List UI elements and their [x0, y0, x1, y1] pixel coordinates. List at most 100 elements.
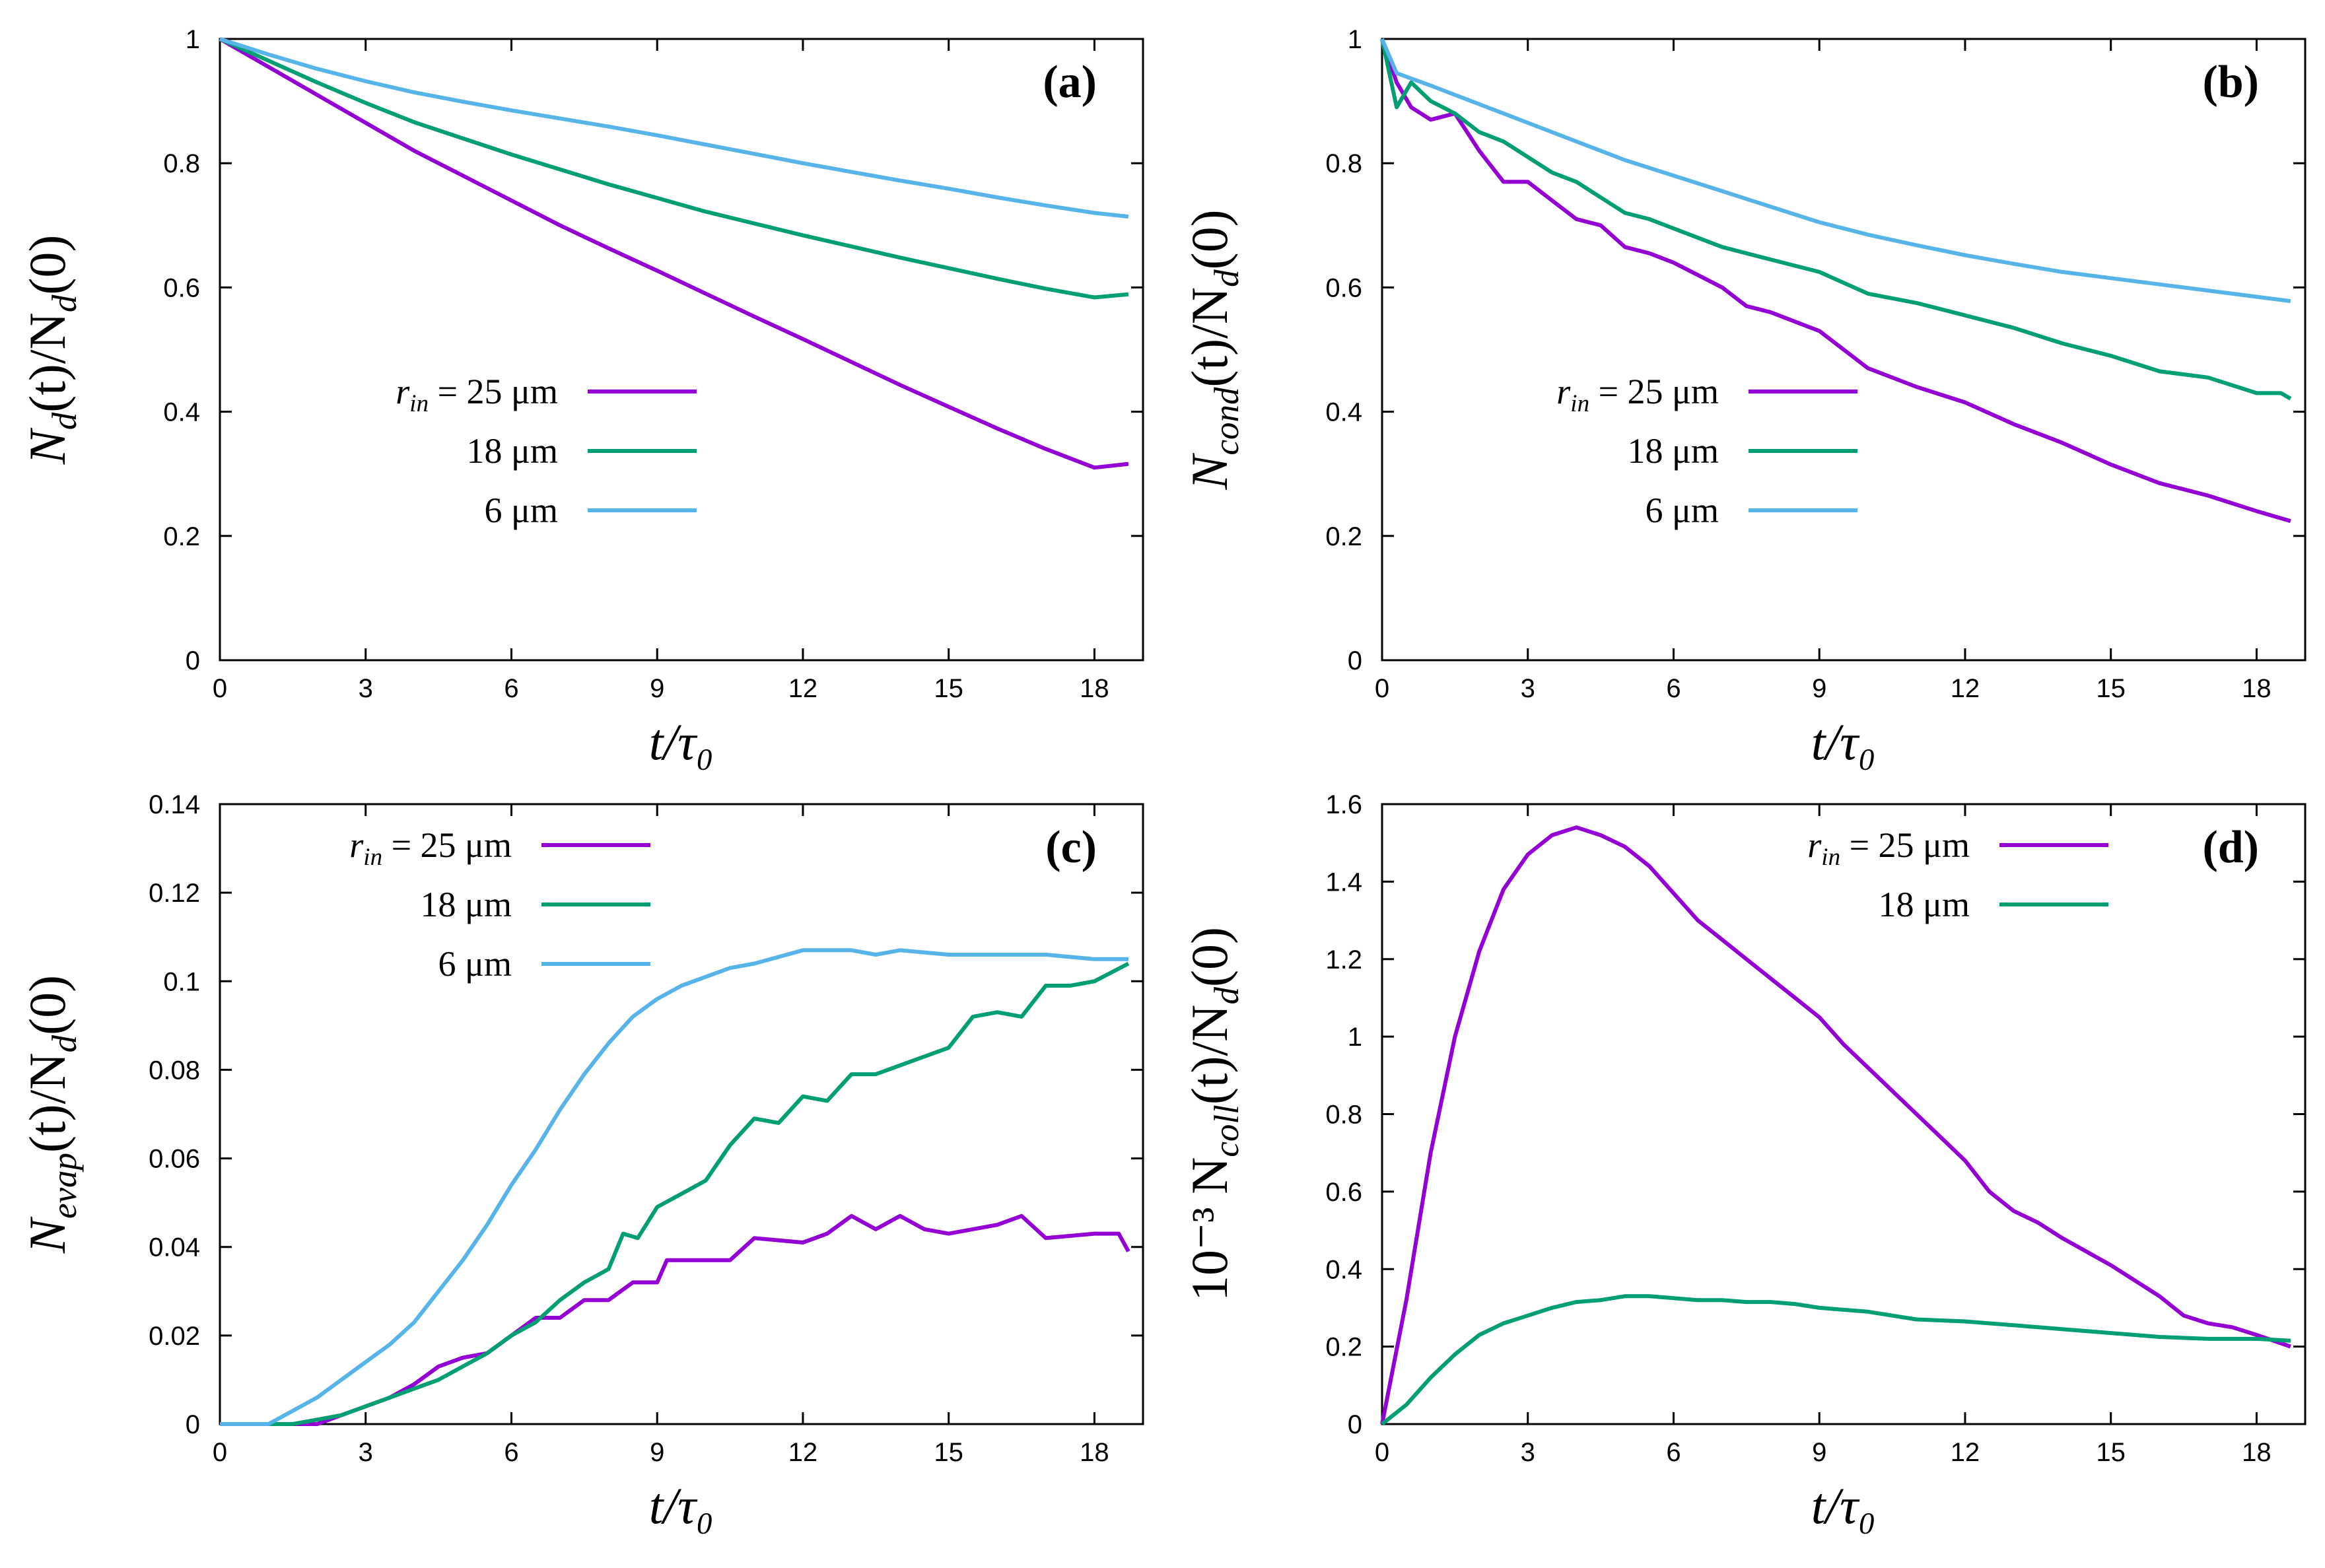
- x-tick-label: 9: [1812, 1438, 1826, 1467]
- text-run: 10⁻³ N: [1181, 1157, 1238, 1301]
- y-tick-label: 0.6: [1325, 1178, 1362, 1207]
- panel-label: (c): [1045, 822, 1097, 873]
- x-tick-label: 0: [1375, 1438, 1389, 1467]
- x-tick-label: 3: [359, 674, 373, 703]
- plot-frame: [1381, 38, 2307, 662]
- y-tick-label: 0.04: [149, 1233, 200, 1262]
- legend-label: rin = 25 μm: [396, 372, 558, 417]
- text-run: (t)/N: [18, 1052, 76, 1153]
- text-run: 18 μm: [421, 885, 512, 924]
- x-tick-label: 6: [1666, 674, 1681, 703]
- y-tick-label: 0.6: [1325, 273, 1362, 302]
- text-run: = 25 μm: [429, 372, 558, 411]
- legend-label: 18 μm: [421, 885, 512, 924]
- text-run: 6 μm: [1646, 491, 1719, 530]
- x-tick-label: 9: [650, 674, 664, 703]
- y-tick-label: 1.6: [1325, 790, 1362, 819]
- y-tick-label: 1.2: [1325, 945, 1362, 974]
- subscript: d: [46, 1035, 84, 1052]
- y-tick-label: 0.2: [1325, 522, 1362, 551]
- legend-label: 6 μm: [485, 491, 558, 530]
- series-line-r25: [219, 37, 1129, 470]
- series-line-r25: [1380, 38, 2291, 524]
- series-line-r18: [219, 37, 1129, 300]
- text-run: (0): [1181, 927, 1238, 987]
- chart-panel-a: 0 3 6 9 12 15 1800.20.40.60.81t/τ₀Nd(t)/Nd(0)(…: [18, 25, 1144, 770]
- text-run: (0): [18, 235, 76, 295]
- series-line-r18: [1381, 1294, 2291, 1426]
- text-run: r: [396, 372, 410, 411]
- x-tick-label: 18: [1080, 1438, 1109, 1467]
- text-run: 18 μm: [1879, 885, 1970, 924]
- text-run: N: [18, 1216, 76, 1254]
- x-tick-label: 15: [934, 1438, 963, 1467]
- y-tick-label: 1: [1348, 1023, 1362, 1052]
- text-run: 6 μm: [438, 944, 512, 984]
- x-axis-label: t/τ₀: [649, 1477, 714, 1534]
- x-tick-label: 0: [1375, 674, 1389, 703]
- x-tick-label: 15: [2096, 674, 2126, 703]
- text-run: = 25 μm: [1840, 825, 1970, 865]
- legend-label: 18 μm: [1628, 431, 1719, 471]
- y-tick-label: 1.4: [1325, 868, 1362, 897]
- y-tick-label: 0.8: [1325, 149, 1362, 178]
- y-tick-label: 0.6: [163, 273, 200, 302]
- legend-label: 6 μm: [1646, 491, 1719, 530]
- y-axis-label: 10⁻³ Ncoll(t)/Nd(0): [1181, 927, 1246, 1301]
- y-tick-label: 0.2: [1325, 1333, 1362, 1362]
- subscript: d: [1208, 269, 1246, 287]
- x-tick-label: 15: [934, 674, 963, 703]
- subscript: in: [1821, 844, 1840, 871]
- y-axis-label: Ncond(t)/Nd(0): [1181, 209, 1246, 490]
- series-line-r6: [220, 948, 1128, 1426]
- x-tick-label: 3: [1521, 1438, 1535, 1467]
- y-tick-label: 1: [1348, 25, 1362, 54]
- x-tick-label: 18: [2242, 674, 2272, 703]
- x-tick-label: 12: [1951, 674, 1980, 703]
- subscript: in: [1570, 390, 1589, 417]
- x-tick-label: 9: [1812, 674, 1826, 703]
- legend-label: 6 μm: [438, 944, 512, 984]
- text-run: = 25 μm: [1589, 372, 1719, 411]
- legend-label: rin = 25 μm: [1556, 372, 1719, 417]
- chart-panel-c: 0 3 6 9 12 15 18 0 0.02 0.04 0.06 0.08 0.1 0.12 0.14 t/…: [18, 790, 1144, 1534]
- series-line-r18: [1380, 38, 2292, 401]
- text-run: r: [1807, 825, 1822, 865]
- subscript: cond: [1208, 387, 1246, 456]
- text-run: r: [1556, 372, 1571, 411]
- panel-label: (b): [2202, 57, 2259, 108]
- series-line-r25: [220, 1213, 1130, 1426]
- y-tick-label: 0.08: [149, 1056, 200, 1085]
- plot-frame: [1381, 803, 2307, 1425]
- subscript: in: [409, 390, 429, 417]
- x-tick-label: 12: [1951, 1438, 1980, 1467]
- y-tick-label: 1: [186, 25, 200, 54]
- x-tick-label: 12: [788, 1438, 818, 1467]
- y-tick-label: 0.4: [1325, 1255, 1362, 1284]
- text-run: 6 μm: [485, 491, 558, 530]
- x-tick-label: 15: [2096, 1438, 2126, 1467]
- y-tick-label: 0.8: [163, 149, 200, 178]
- y-tick-label: 0.14: [149, 790, 200, 819]
- plot-frame: [219, 38, 1144, 662]
- x-tick-label: 9: [650, 1438, 664, 1467]
- y-tick-label: 0.4: [163, 398, 200, 427]
- y-tick-label: 0: [186, 646, 200, 675]
- chart-panel-b: 0 3 6 9 12 15 1800.20.40.60.81t/τ₀Ncond(t)/Nd(…: [1181, 25, 2307, 770]
- text-run: (t)/N: [1181, 1004, 1238, 1105]
- y-tick-label: 0.2: [163, 522, 200, 551]
- x-tick-label: 6: [1666, 1438, 1681, 1467]
- y-tick-label: 0.06: [149, 1145, 200, 1174]
- text-run: r: [349, 825, 364, 865]
- series-line-r6: [1380, 38, 2291, 304]
- subscript: in: [363, 844, 382, 871]
- text-run: (t)/N: [18, 312, 76, 413]
- y-tick-label: 0: [186, 1410, 200, 1439]
- plot-frame: [219, 803, 1144, 1425]
- series-line-r25: [1380, 825, 2291, 1425]
- subscript: evap: [46, 1153, 84, 1219]
- text-run: (0): [18, 975, 76, 1035]
- y-tick-label: 0: [1348, 1410, 1362, 1439]
- text-run: = 25 μm: [382, 825, 512, 865]
